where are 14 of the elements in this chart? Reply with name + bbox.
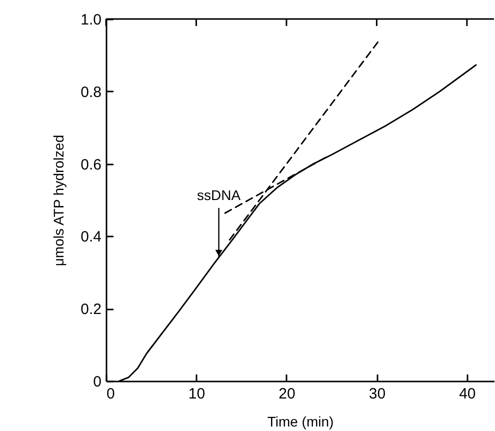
y-tick-label: 0.4 — [80, 228, 102, 246]
y-tick-label: 0 — [93, 374, 102, 390]
y-tick-label: 0.2 — [80, 301, 102, 318]
annotation: ssDNA — [197, 186, 242, 203]
x-tick-label: 10 — [188, 386, 206, 402]
x-axis-title: Time (min) — [267, 414, 334, 430]
y-tick-label: 0.6 — [80, 156, 102, 174]
y-tick-label: 1.0 — [80, 12, 102, 28]
x-tick-label: 0 — [106, 386, 115, 402]
x-tick-label: 30 — [368, 386, 386, 402]
y-tick-label: 0.8 — [80, 84, 102, 101]
x-tick-label: 40 — [459, 386, 476, 402]
y-axis-title: μmols ATP hydrolzed — [50, 134, 67, 266]
x-tick-label: 20 — [278, 386, 296, 402]
